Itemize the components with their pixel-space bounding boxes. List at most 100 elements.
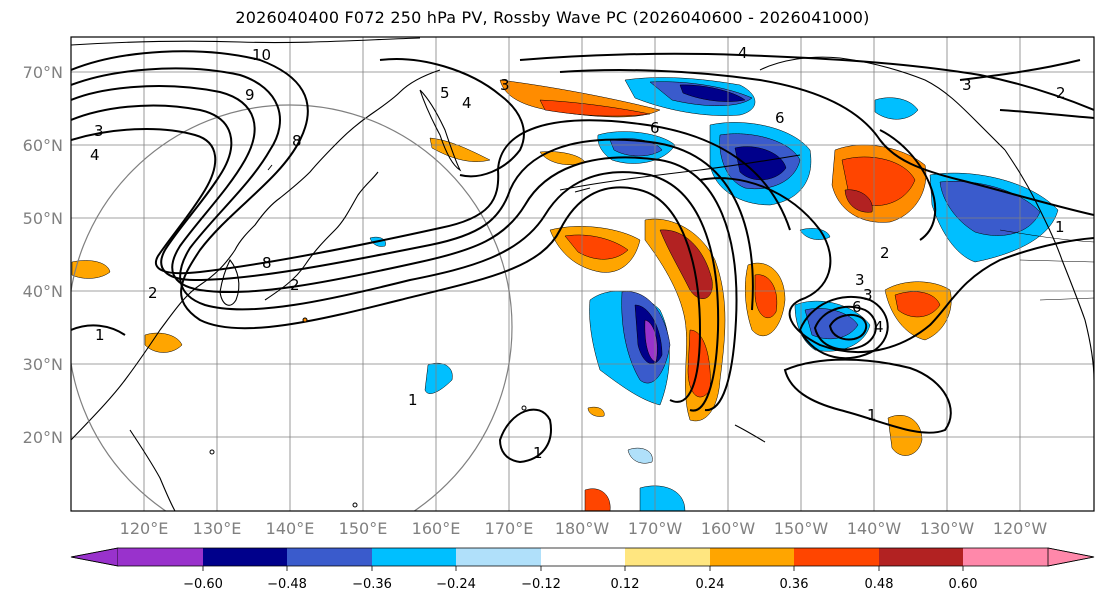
- colorbar-swatch: [541, 548, 625, 566]
- contour-label: 3: [94, 122, 104, 140]
- contour-label: 3: [500, 76, 510, 94]
- map-frame: [70, 36, 1095, 512]
- lon-label: 150°W: [774, 519, 829, 538]
- anomaly-positive-core: [894, 291, 941, 318]
- plot-title: 2026040400 F072 250 hPa PV, Rossby Wave …: [235, 8, 870, 27]
- contour-label: 2: [148, 284, 158, 302]
- contour-label: 8: [262, 254, 272, 272]
- anomaly-positive: [429, 137, 491, 162]
- anomaly-negative: [874, 97, 919, 120]
- pv-contour: [879, 129, 937, 241]
- anomaly-positive-core: [659, 229, 713, 299]
- border-lines: [999, 229, 1094, 301]
- pv-contour: [559, 69, 1094, 216]
- colorbar-extend-high: [1047, 547, 1095, 567]
- lon-labels: 120°E 130°E 140°E 150°E 160°E 170°E 180°…: [120, 519, 1048, 538]
- coastline-kamchatka: [419, 89, 462, 172]
- pv-contour: [71, 104, 754, 311]
- contour-label: 1: [1055, 218, 1065, 236]
- anomaly-negative: [424, 362, 453, 394]
- colorbar: −0.60 −0.48 −0.36 −0.24 −0.12 0.12 0.24 …: [70, 547, 1095, 592]
- pv-contour: [783, 358, 952, 434]
- pv-contour: [828, 313, 868, 341]
- pv-contour: [959, 59, 1081, 81]
- contour-label: 6: [775, 109, 785, 127]
- contour-label: 4: [874, 318, 884, 336]
- lon-label: 130°E: [193, 519, 242, 538]
- anomaly-positive: [887, 415, 923, 456]
- lon-label: 170°W: [628, 519, 683, 538]
- anomaly-positive-core: [564, 234, 629, 260]
- lon-label: 140°E: [266, 519, 315, 538]
- pv-contour: [71, 50, 702, 403]
- anomaly-negative-core: [644, 319, 658, 363]
- anomaly-positive-core: [844, 189, 873, 213]
- lon-label: 140°W: [847, 519, 902, 538]
- pv-contours: [71, 50, 1094, 464]
- lon-label: 130°W: [920, 519, 975, 538]
- coastline-philippines: [129, 429, 176, 511]
- contour-label: 1: [95, 326, 105, 344]
- contour-label: 2: [290, 276, 300, 294]
- contour-label: 3: [855, 271, 865, 289]
- anomaly-positive-core: [754, 274, 778, 318]
- colorbar-tick-label: 0.12: [611, 577, 640, 592]
- anomaly-negative-core: [679, 84, 746, 102]
- contour-label: 8: [292, 132, 302, 150]
- anomaly-positive-core: [539, 99, 651, 117]
- contour-label: 3: [863, 286, 873, 304]
- lon-label: 170°E: [485, 519, 534, 538]
- coastline-arctic: [71, 37, 421, 46]
- colorbar-swatch: [203, 548, 287, 566]
- colorbar-swatch: [710, 548, 794, 566]
- lat-label: 20°N: [23, 428, 63, 447]
- anomaly-positive: [584, 488, 611, 511]
- lon-label: 160°W: [701, 519, 756, 538]
- lat-label: 30°N: [23, 355, 63, 374]
- contour-label: 10: [252, 46, 271, 64]
- contour-label: 1: [408, 391, 418, 409]
- contour-label: 3: [962, 76, 972, 94]
- colorbar-tick-label: −0.24: [436, 577, 476, 592]
- colorbar-tick-label: 0.36: [780, 577, 809, 592]
- colorbar-swatch: [879, 548, 963, 566]
- pv-contour: [379, 58, 525, 178]
- coastline-japan: [264, 171, 379, 301]
- colorbar-swatch: [372, 548, 456, 566]
- contour-label: 4: [90, 146, 100, 164]
- colorbar-swatch: [287, 548, 372, 566]
- contour-label: 9: [245, 86, 255, 104]
- islands: [209, 164, 591, 508]
- lat-label: 40°N: [23, 282, 63, 301]
- colorbar-tick-label: 0.48: [865, 577, 894, 592]
- anomaly-positive: [71, 260, 111, 279]
- anomaly-negative: [627, 447, 653, 464]
- coastline-east-asia: [71, 69, 441, 441]
- contour-labels: 10 9 8 3 4 5 3 4 8 2 1 1 1 6 6 4 3 2 3 2…: [90, 44, 1066, 462]
- pv-contour: [999, 109, 1094, 119]
- contour-label: 5: [440, 84, 450, 102]
- anomaly-shading: [71, 77, 1059, 511]
- colorbar-swatch: [118, 548, 203, 566]
- contour-label: 2: [880, 244, 890, 262]
- contour-label: 4: [462, 94, 472, 112]
- colorbar-tick-label: −0.12: [521, 577, 561, 592]
- coastline-hawaii: [734, 424, 766, 443]
- lon-label: 120°W: [993, 519, 1048, 538]
- contour-label: 2: [1056, 84, 1066, 102]
- colorbar-tick-label: 0.24: [696, 577, 725, 592]
- contour-label: 1: [533, 444, 543, 462]
- lat-label: 70°N: [23, 63, 63, 82]
- contour-label: 1: [867, 406, 877, 424]
- colorbar-extend-low: [70, 547, 119, 567]
- pv-contour: [71, 85, 738, 412]
- pv-contour: [813, 305, 877, 351]
- anomaly-positive: [587, 406, 605, 417]
- lat-label: 60°N: [23, 136, 63, 155]
- anomaly-negative-core: [734, 146, 787, 180]
- map-content: [71, 37, 1094, 511]
- colorbar-tick-label: −0.36: [352, 577, 392, 592]
- pv-contour: [71, 67, 720, 412]
- pv-contour: [798, 295, 889, 360]
